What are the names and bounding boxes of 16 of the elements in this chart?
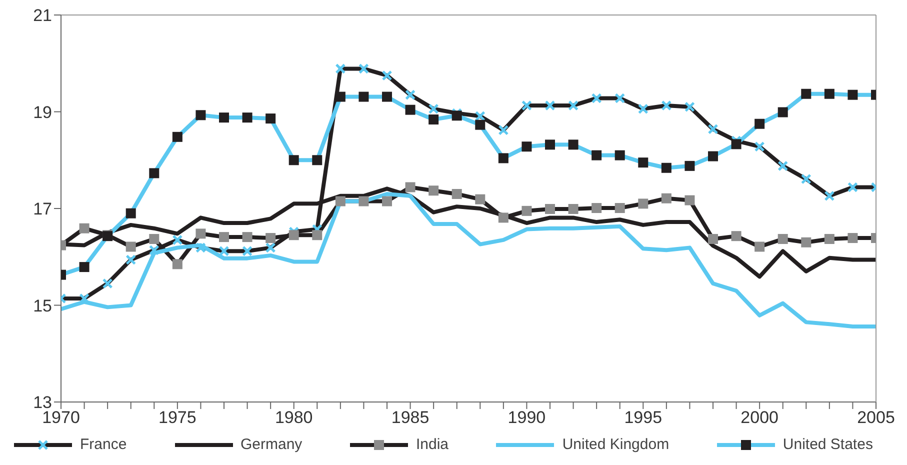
legend-label: Germany	[240, 436, 302, 453]
y-tick-label: 15	[33, 296, 52, 316]
x-tick-label: 1990	[508, 408, 546, 428]
legend-label: France	[80, 436, 127, 453]
x-tick-label: 2000	[740, 408, 778, 428]
y-tick-label: 17	[33, 200, 52, 219]
legend-label: India	[416, 436, 449, 453]
x-tick-label: 2005	[857, 408, 895, 428]
x-tick-label: 1995	[624, 408, 662, 428]
x-tick-label: 1980	[274, 408, 313, 428]
legend-label: United Kingdom	[562, 436, 670, 453]
y-tick-label: 21	[33, 6, 52, 26]
x-tick-label: 1985	[391, 408, 430, 428]
x-tick-label: 1975	[158, 408, 196, 428]
y-tick-label: 19	[33, 102, 52, 122]
legend-label: United States	[782, 436, 873, 453]
